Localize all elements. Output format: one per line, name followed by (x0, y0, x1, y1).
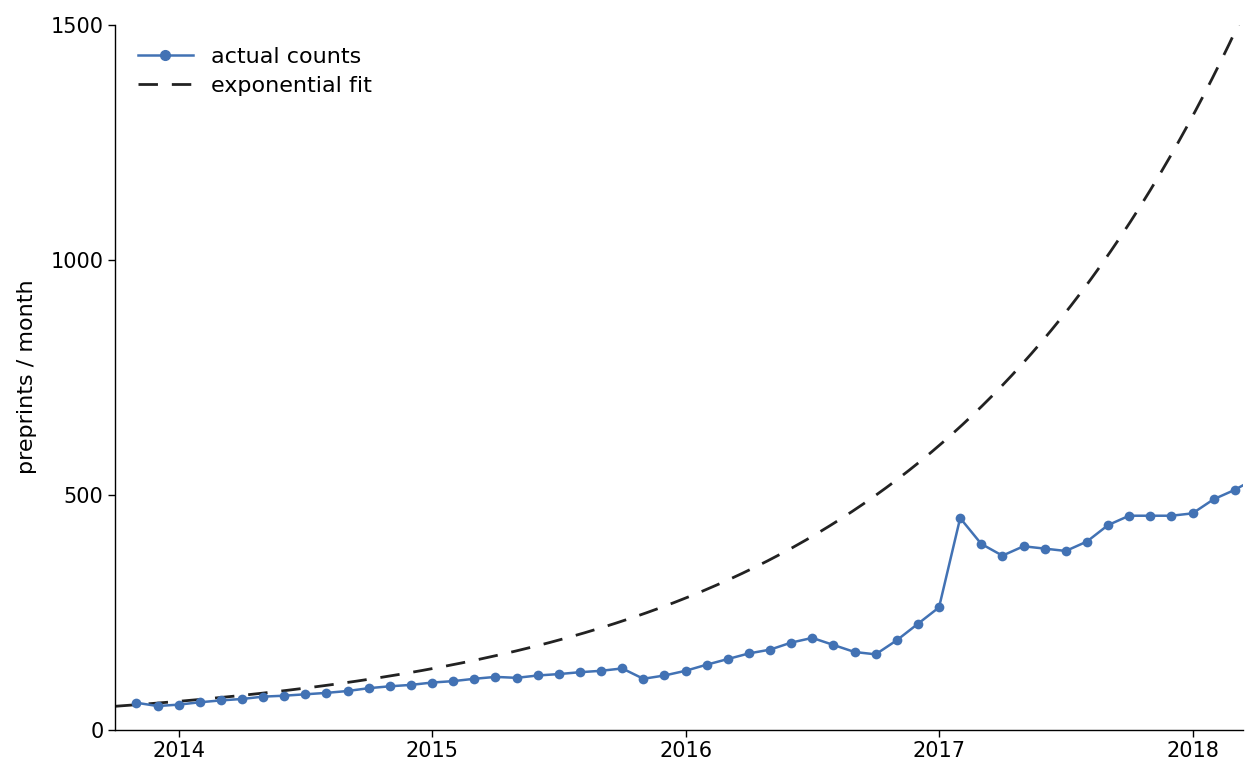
actual counts (466, 674, 481, 683)
exponential fit (793, 538, 808, 548)
actual counts (699, 660, 714, 669)
Legend: actual counts, exponential fit: actual counts, exponential fit (126, 36, 383, 107)
actual counts (678, 666, 693, 675)
Y-axis label: preprints / month: preprints / month (16, 280, 37, 475)
actual counts (129, 698, 144, 707)
exponential fit (1079, 280, 1094, 289)
actual counts (150, 701, 165, 710)
exponential fit (176, 696, 192, 706)
exponential fit (762, 555, 777, 564)
exponential fit (827, 518, 842, 527)
actual counts (1037, 544, 1052, 553)
Line: actual counts: actual counts (131, 24, 1260, 711)
exponential fit (1236, 9, 1251, 19)
Line: exponential fit: exponential fit (116, 14, 1244, 706)
actual counts (847, 647, 862, 657)
exponential fit (964, 412, 979, 422)
exponential fit (108, 702, 123, 711)
actual counts (805, 633, 820, 643)
